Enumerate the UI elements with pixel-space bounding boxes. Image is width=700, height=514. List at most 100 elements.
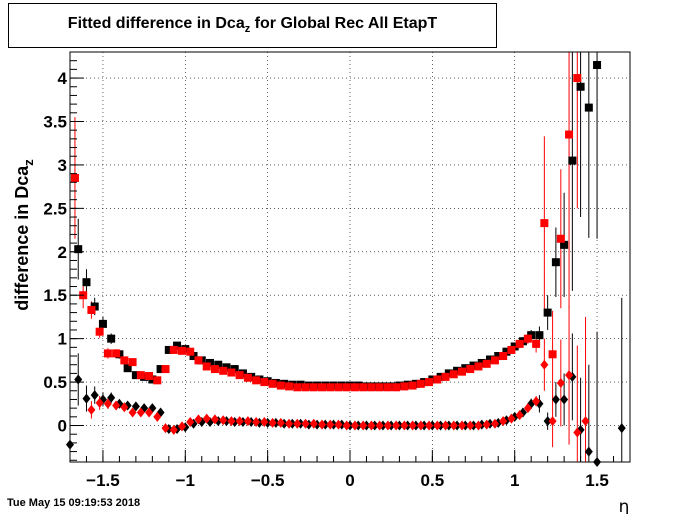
y-axis-label-subscript: z: [21, 159, 36, 166]
diamond-marker: [433, 420, 442, 431]
diamond-marker: [548, 416, 557, 427]
square-marker: [301, 383, 310, 392]
diamond-marker: [490, 418, 499, 429]
square-marker: [342, 383, 351, 392]
square-marker: [425, 378, 434, 387]
square-marker: [112, 349, 121, 358]
square-marker: [214, 360, 223, 369]
diamond-marker: [145, 407, 154, 418]
square-marker: [367, 383, 376, 392]
square-marker: [194, 356, 203, 365]
x-tick-label: 0.5: [421, 471, 445, 490]
x-tick-label: −1: [176, 471, 195, 490]
diamond-marker: [326, 419, 335, 430]
diamond-marker: [507, 413, 516, 424]
diamond-marker: [556, 377, 565, 388]
square-marker: [408, 381, 417, 390]
square-marker: [82, 278, 91, 287]
diamond-marker: [515, 410, 524, 421]
square-marker: [334, 383, 343, 392]
square-marker: [153, 376, 162, 385]
square-marker: [441, 372, 450, 381]
square-marker: [131, 371, 140, 380]
diamond-marker: [458, 420, 466, 431]
diamond-marker: [87, 404, 96, 415]
square-marker: [95, 327, 104, 336]
chart-title-subscript: z: [244, 23, 251, 36]
square-marker: [318, 383, 326, 392]
diamond-marker: [136, 407, 145, 418]
square-marker: [164, 345, 173, 354]
square-marker: [482, 359, 491, 368]
square-marker: [326, 383, 335, 392]
diamond-marker: [178, 421, 186, 432]
diamond-marker: [74, 374, 83, 385]
square-marker: [178, 346, 186, 355]
chart-title-box: Fitted difference in Dcaz for Global Rec…: [8, 3, 497, 48]
diamond-marker: [482, 419, 491, 430]
square-marker: [70, 173, 79, 182]
diamond-marker: [466, 420, 475, 431]
chart-title: Fitted difference in Dcaz for Global Rec…: [9, 15, 496, 35]
square-marker: [515, 339, 524, 348]
diamond-marker: [260, 417, 269, 428]
x-tick-label: 1: [510, 471, 519, 490]
y-tick-label: 2.5: [43, 199, 67, 218]
square-marker: [543, 308, 552, 317]
diamond-marker: [103, 398, 112, 409]
square-marker: [260, 378, 269, 387]
diamond-marker: [107, 392, 116, 403]
square-marker: [556, 234, 565, 243]
square-marker: [268, 379, 277, 388]
grid-lines: [70, 52, 630, 462]
diamond-marker: [301, 418, 310, 429]
diamond-marker: [95, 397, 104, 408]
y-axis-label: difference in Dcaz: [12, 159, 36, 311]
diamond-marker: [367, 420, 376, 431]
square-marker: [474, 362, 483, 371]
diamond-marker: [120, 402, 129, 413]
square-marker: [161, 365, 170, 374]
data-markers: [66, 61, 626, 467]
square-marker: [568, 156, 577, 165]
diamond-marker: [581, 416, 590, 427]
diamond-marker: [342, 420, 351, 431]
diamond-marker: [543, 416, 552, 427]
diamond-marker: [131, 401, 140, 412]
square-marker: [285, 382, 294, 391]
diamond-marker: [584, 446, 593, 457]
square-marker: [173, 341, 182, 350]
diamond-marker: [309, 418, 318, 429]
diamond-marker: [219, 415, 228, 426]
square-marker: [189, 352, 198, 361]
square-marker: [210, 365, 219, 374]
diamond-marker: [276, 417, 285, 428]
square-marker: [383, 383, 392, 392]
square-marker: [565, 130, 574, 139]
square-marker: [359, 383, 368, 392]
square-marker: [490, 356, 499, 365]
diamond-marker: [194, 414, 203, 425]
square-marker: [466, 365, 475, 374]
square-marker: [551, 258, 560, 267]
square-marker: [202, 362, 211, 371]
y-tick-label: 4: [58, 69, 68, 88]
axes: −1.5 −1 −0.5 0 0.5 1 1.5 0 0.5 1 1.5 2 2.5 3 3.5 4: [43, 60, 631, 490]
x-tick-label: 1.5: [585, 471, 609, 490]
square-marker: [392, 383, 401, 392]
square-marker: [293, 383, 302, 392]
diamond-marker: [169, 424, 178, 435]
diamond-marker: [252, 417, 261, 428]
diamond-marker: [318, 419, 326, 430]
diamond-marker: [383, 420, 392, 431]
diamond-marker: [112, 400, 121, 411]
timestamp: Tue May 15 09:19:53 2018: [7, 497, 141, 509]
square-marker: [74, 245, 83, 254]
y-tick-label: 0: [58, 417, 67, 436]
square-marker: [535, 331, 544, 340]
square-marker: [123, 364, 132, 373]
diamond-marker: [293, 418, 302, 429]
square-marker: [532, 339, 541, 348]
diamond-marker: [161, 423, 170, 434]
